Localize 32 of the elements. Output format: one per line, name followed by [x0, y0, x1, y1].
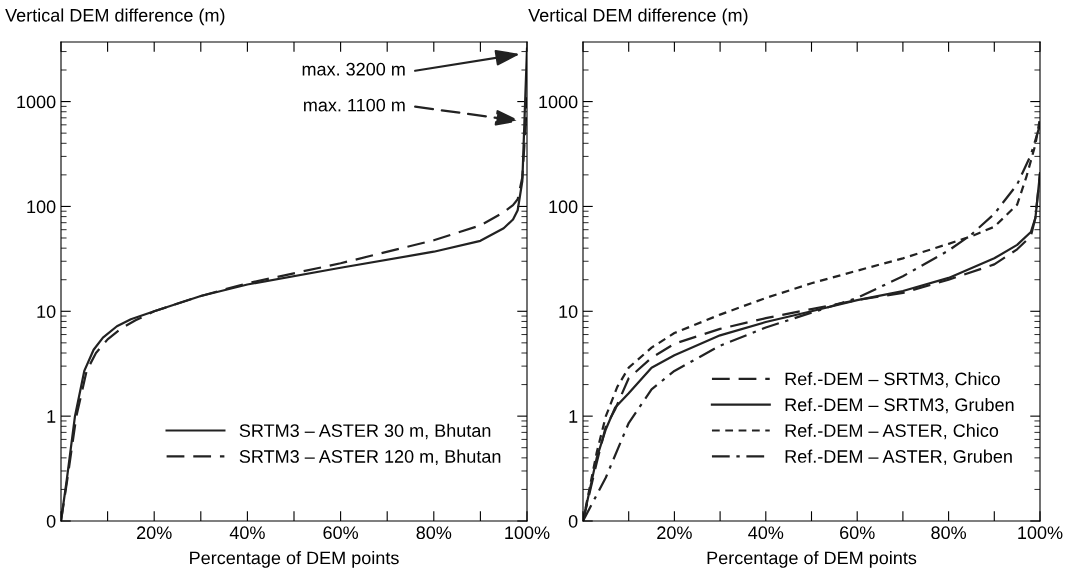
legend-label: SRTM3 – ASTER 120 m, Bhutan — [239, 449, 501, 465]
legend-label: Ref.-DEM – SRTM3, Gruben — [785, 397, 1014, 414]
y-tick-label: 100 — [27, 200, 56, 214]
x-tick-label: 80% — [416, 526, 452, 540]
y-axis-title: Vertical DEM difference (m) — [528, 8, 748, 26]
x-tick-label: 40% — [748, 526, 784, 540]
x-axis-title: Percentage of DEM points — [190, 551, 399, 568]
y-tick-label: 10 — [559, 305, 578, 319]
y-tick-label: 1000 — [539, 95, 578, 109]
x-tick-label: 80% — [931, 526, 967, 540]
legend-label: Ref.-DEM – ASTER, Chico — [785, 423, 999, 440]
x-tick-label: 40% — [229, 526, 265, 540]
x-tick-label: 100% — [505, 526, 550, 540]
x-tick-label: 60% — [323, 526, 359, 540]
x-tick-label: 20% — [657, 526, 692, 540]
y-tick-label: 10 — [37, 305, 56, 319]
x-tick-label: 20% — [137, 526, 172, 540]
y-axis-title: Vertical DEM difference (m) — [5, 8, 225, 26]
annotation: max. 1100 m — [304, 98, 405, 112]
legend-label: SRTM3 – ASTER 30 m, Bhutan — [239, 423, 491, 440]
annotation: max. 3200 m — [302, 62, 405, 76]
y-tick-label: 100 — [549, 200, 578, 214]
y-tick-label: 1 — [569, 410, 578, 423]
y-tick-label: 0 — [46, 514, 56, 528]
y-tick-label: 1 — [47, 410, 56, 423]
legend-label: Ref.-DEM – SRTM3, Chico — [785, 372, 1000, 388]
y-tick-label: 1000 — [17, 95, 56, 109]
y-tick-label: 0 — [568, 514, 578, 528]
x-tick-label: 100% — [1018, 526, 1063, 540]
legend-label: Ref.-DEM – ASTER, Gruben — [785, 449, 1012, 465]
x-axis-title: Percentage of DEM points — [707, 551, 917, 568]
x-tick-label: 60% — [840, 526, 875, 540]
